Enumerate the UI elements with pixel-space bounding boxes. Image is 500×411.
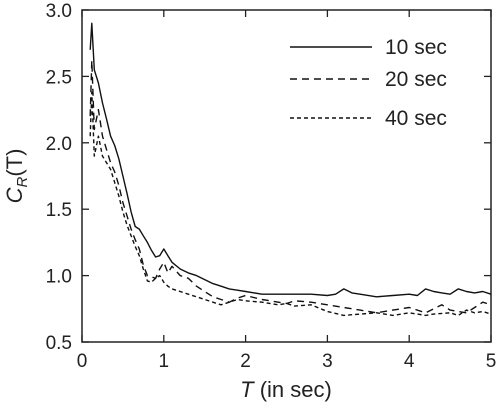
x-axis-label-var: T [240, 377, 255, 402]
plot-area-frame [81, 9, 492, 343]
legend-label-3: 40 sec [385, 107, 447, 130]
series-line-2 [89, 59, 492, 314]
y-axis-label-paren: (T) [2, 149, 27, 177]
x-tick-label: 0 [77, 351, 88, 372]
x-tick-label: 3 [322, 351, 333, 372]
y-tick-label: 1.5 [46, 200, 72, 221]
y-tick-label: 3.0 [46, 1, 72, 22]
y-axis-label-var: C [2, 187, 27, 203]
tick-group: 0 1 2 3 4 5 0.5 1.0 1.5 2.0 2.5 3.0 [46, 1, 497, 372]
series-line-1 [89, 22, 492, 298]
y-tick-label: 0.5 [46, 333, 72, 354]
x-axis-label-unit: (in sec) [254, 377, 332, 402]
y-axis-label-sub: R [14, 177, 31, 188]
y-tick-label: 2.0 [46, 134, 72, 155]
series-line-3 [89, 91, 492, 317]
y-tick-label: 2.5 [46, 67, 72, 88]
legend-label-1: 10 sec [385, 36, 447, 59]
x-axis-label: T (in sec) [240, 377, 332, 402]
x-tick-label: 5 [486, 351, 497, 372]
y-tick-label: 1.0 [46, 267, 72, 288]
y-axis-label: CR(T) [2, 149, 31, 204]
legend-label-2: 20 sec [385, 68, 447, 91]
x-tick-label: 2 [240, 351, 251, 372]
legend: 10 sec 20 sec 40 sec [290, 36, 447, 130]
x-tick-label: 1 [159, 351, 170, 372]
series-group [89, 22, 492, 317]
x-tick-label: 4 [404, 351, 415, 372]
